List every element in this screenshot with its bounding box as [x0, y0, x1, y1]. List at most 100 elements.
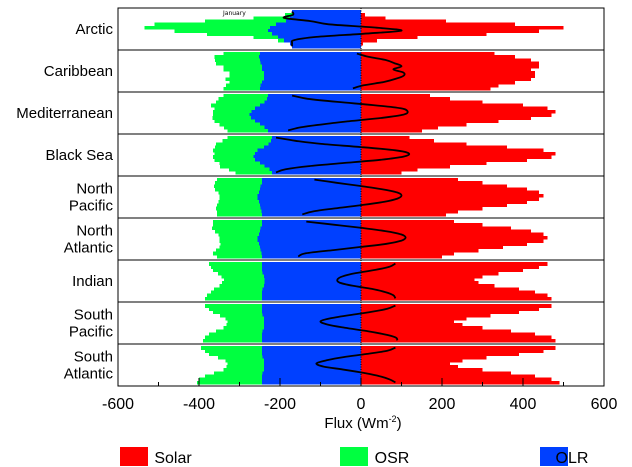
- olr-bar: [261, 377, 361, 382]
- osr-bar: [201, 346, 262, 350]
- solar-bar: [361, 368, 483, 372]
- solar-bar: [361, 212, 447, 217]
- region-label: Arctic: [76, 21, 114, 38]
- solar-bar: [361, 35, 418, 40]
- solar-bar: [361, 371, 511, 376]
- osr-bar: [205, 304, 262, 308]
- olr-bar: [262, 313, 361, 318]
- osr-bar: [227, 361, 264, 366]
- olr-bar: [260, 61, 361, 66]
- osr-bar: [227, 136, 272, 140]
- osr-bar: [215, 187, 260, 192]
- osr-bar: [212, 116, 251, 120]
- solar-bar: [361, 310, 519, 315]
- solar-bar: [361, 323, 463, 327]
- osr-bar: [144, 25, 270, 30]
- region-label: South Atlantic: [64, 349, 114, 383]
- osr-bar: [216, 100, 265, 105]
- osr-bar: [214, 55, 259, 59]
- olr-bar: [259, 187, 361, 192]
- osr-bar: [226, 323, 264, 327]
- osr-bar: [219, 239, 258, 243]
- solar-bar: [361, 203, 507, 208]
- solar-bar: [361, 116, 532, 120]
- solar-bar: [361, 113, 552, 117]
- olr-bar: [258, 55, 361, 59]
- osr-bar: [223, 64, 262, 69]
- solar-bar: [361, 220, 455, 224]
- month-label-first: January: [222, 10, 246, 17]
- x-axis-title: Flux (Wm-2): [324, 414, 401, 432]
- osr-bar: [224, 125, 265, 130]
- olr-bar: [262, 287, 361, 292]
- olr-bar: [262, 371, 361, 376]
- olr-bar: [269, 25, 361, 30]
- region-label: Mediterranean: [16, 105, 113, 122]
- osr-bar: [223, 86, 260, 91]
- region-panel: Mediterranean: [16, 91, 605, 135]
- osr-bar: [229, 74, 264, 78]
- solar-bar: [361, 358, 463, 363]
- osr-bar: [229, 71, 264, 75]
- legend: Solar OSR OLR: [120, 447, 588, 467]
- solar-bar: [361, 164, 451, 169]
- osr-bar: [215, 229, 260, 234]
- x-tick-label: 200: [429, 396, 456, 413]
- solar-bar: [361, 251, 455, 256]
- region-label-line: South: [74, 307, 113, 324]
- region-panel: Caribbean: [44, 49, 605, 93]
- region-panel: North Pacific: [69, 175, 605, 219]
- osr-bar: [213, 268, 262, 273]
- solar-bar: [361, 109, 556, 114]
- solar-bar: [361, 184, 507, 189]
- olr-bar: [263, 274, 361, 279]
- olr-bar: [269, 167, 361, 172]
- osr-bar: [214, 119, 255, 124]
- osr-bar: [223, 67, 262, 72]
- osr-bar: [225, 77, 264, 82]
- osr-bar: [212, 251, 262, 256]
- solar-bar: [361, 13, 366, 17]
- osr-bar: [216, 248, 261, 253]
- osr-bar: [218, 232, 259, 237]
- osr-bar: [213, 220, 262, 224]
- osr-bar: [216, 206, 261, 211]
- olr-bar: [254, 106, 361, 111]
- osr-bar: [214, 106, 255, 111]
- solar-bar: [361, 55, 515, 59]
- osr-bar: [219, 193, 258, 198]
- olr-bar: [259, 58, 361, 63]
- osr-bar: [213, 155, 254, 159]
- olr-bar: [261, 254, 361, 259]
- osr-bar: [211, 265, 262, 269]
- osr-bar: [216, 142, 269, 147]
- olr-bar: [261, 64, 361, 69]
- osr-bar: [224, 277, 265, 282]
- solar-bar: [361, 142, 467, 147]
- solar-bar: [361, 136, 410, 140]
- osr-bar: [205, 335, 262, 340]
- solar-bar: [361, 206, 483, 211]
- olr-bar: [259, 86, 361, 91]
- osr-bar: [226, 83, 261, 88]
- olr-bar: [284, 38, 361, 43]
- solar-bar: [361, 29, 540, 33]
- osr-bar: [217, 254, 262, 259]
- solar-bar: [361, 329, 511, 334]
- region-label: South Pacific: [69, 307, 114, 341]
- osr-bar: [219, 161, 260, 166]
- region-label: Indian: [72, 273, 113, 290]
- solar-bar: [361, 128, 422, 133]
- solar-bar: [361, 274, 483, 279]
- olr-bar: [258, 190, 361, 195]
- osr-bar: [235, 170, 272, 175]
- solar-bar: [361, 229, 532, 234]
- osr-bar: [218, 200, 259, 204]
- solar-bar: [361, 64, 540, 69]
- olr-bar: [261, 349, 361, 353]
- osr-bar: [220, 242, 259, 246]
- solar-bar: [361, 58, 532, 63]
- osr-bar: [154, 22, 276, 27]
- olr-bar: [275, 22, 361, 27]
- solar-bar: [361, 319, 455, 324]
